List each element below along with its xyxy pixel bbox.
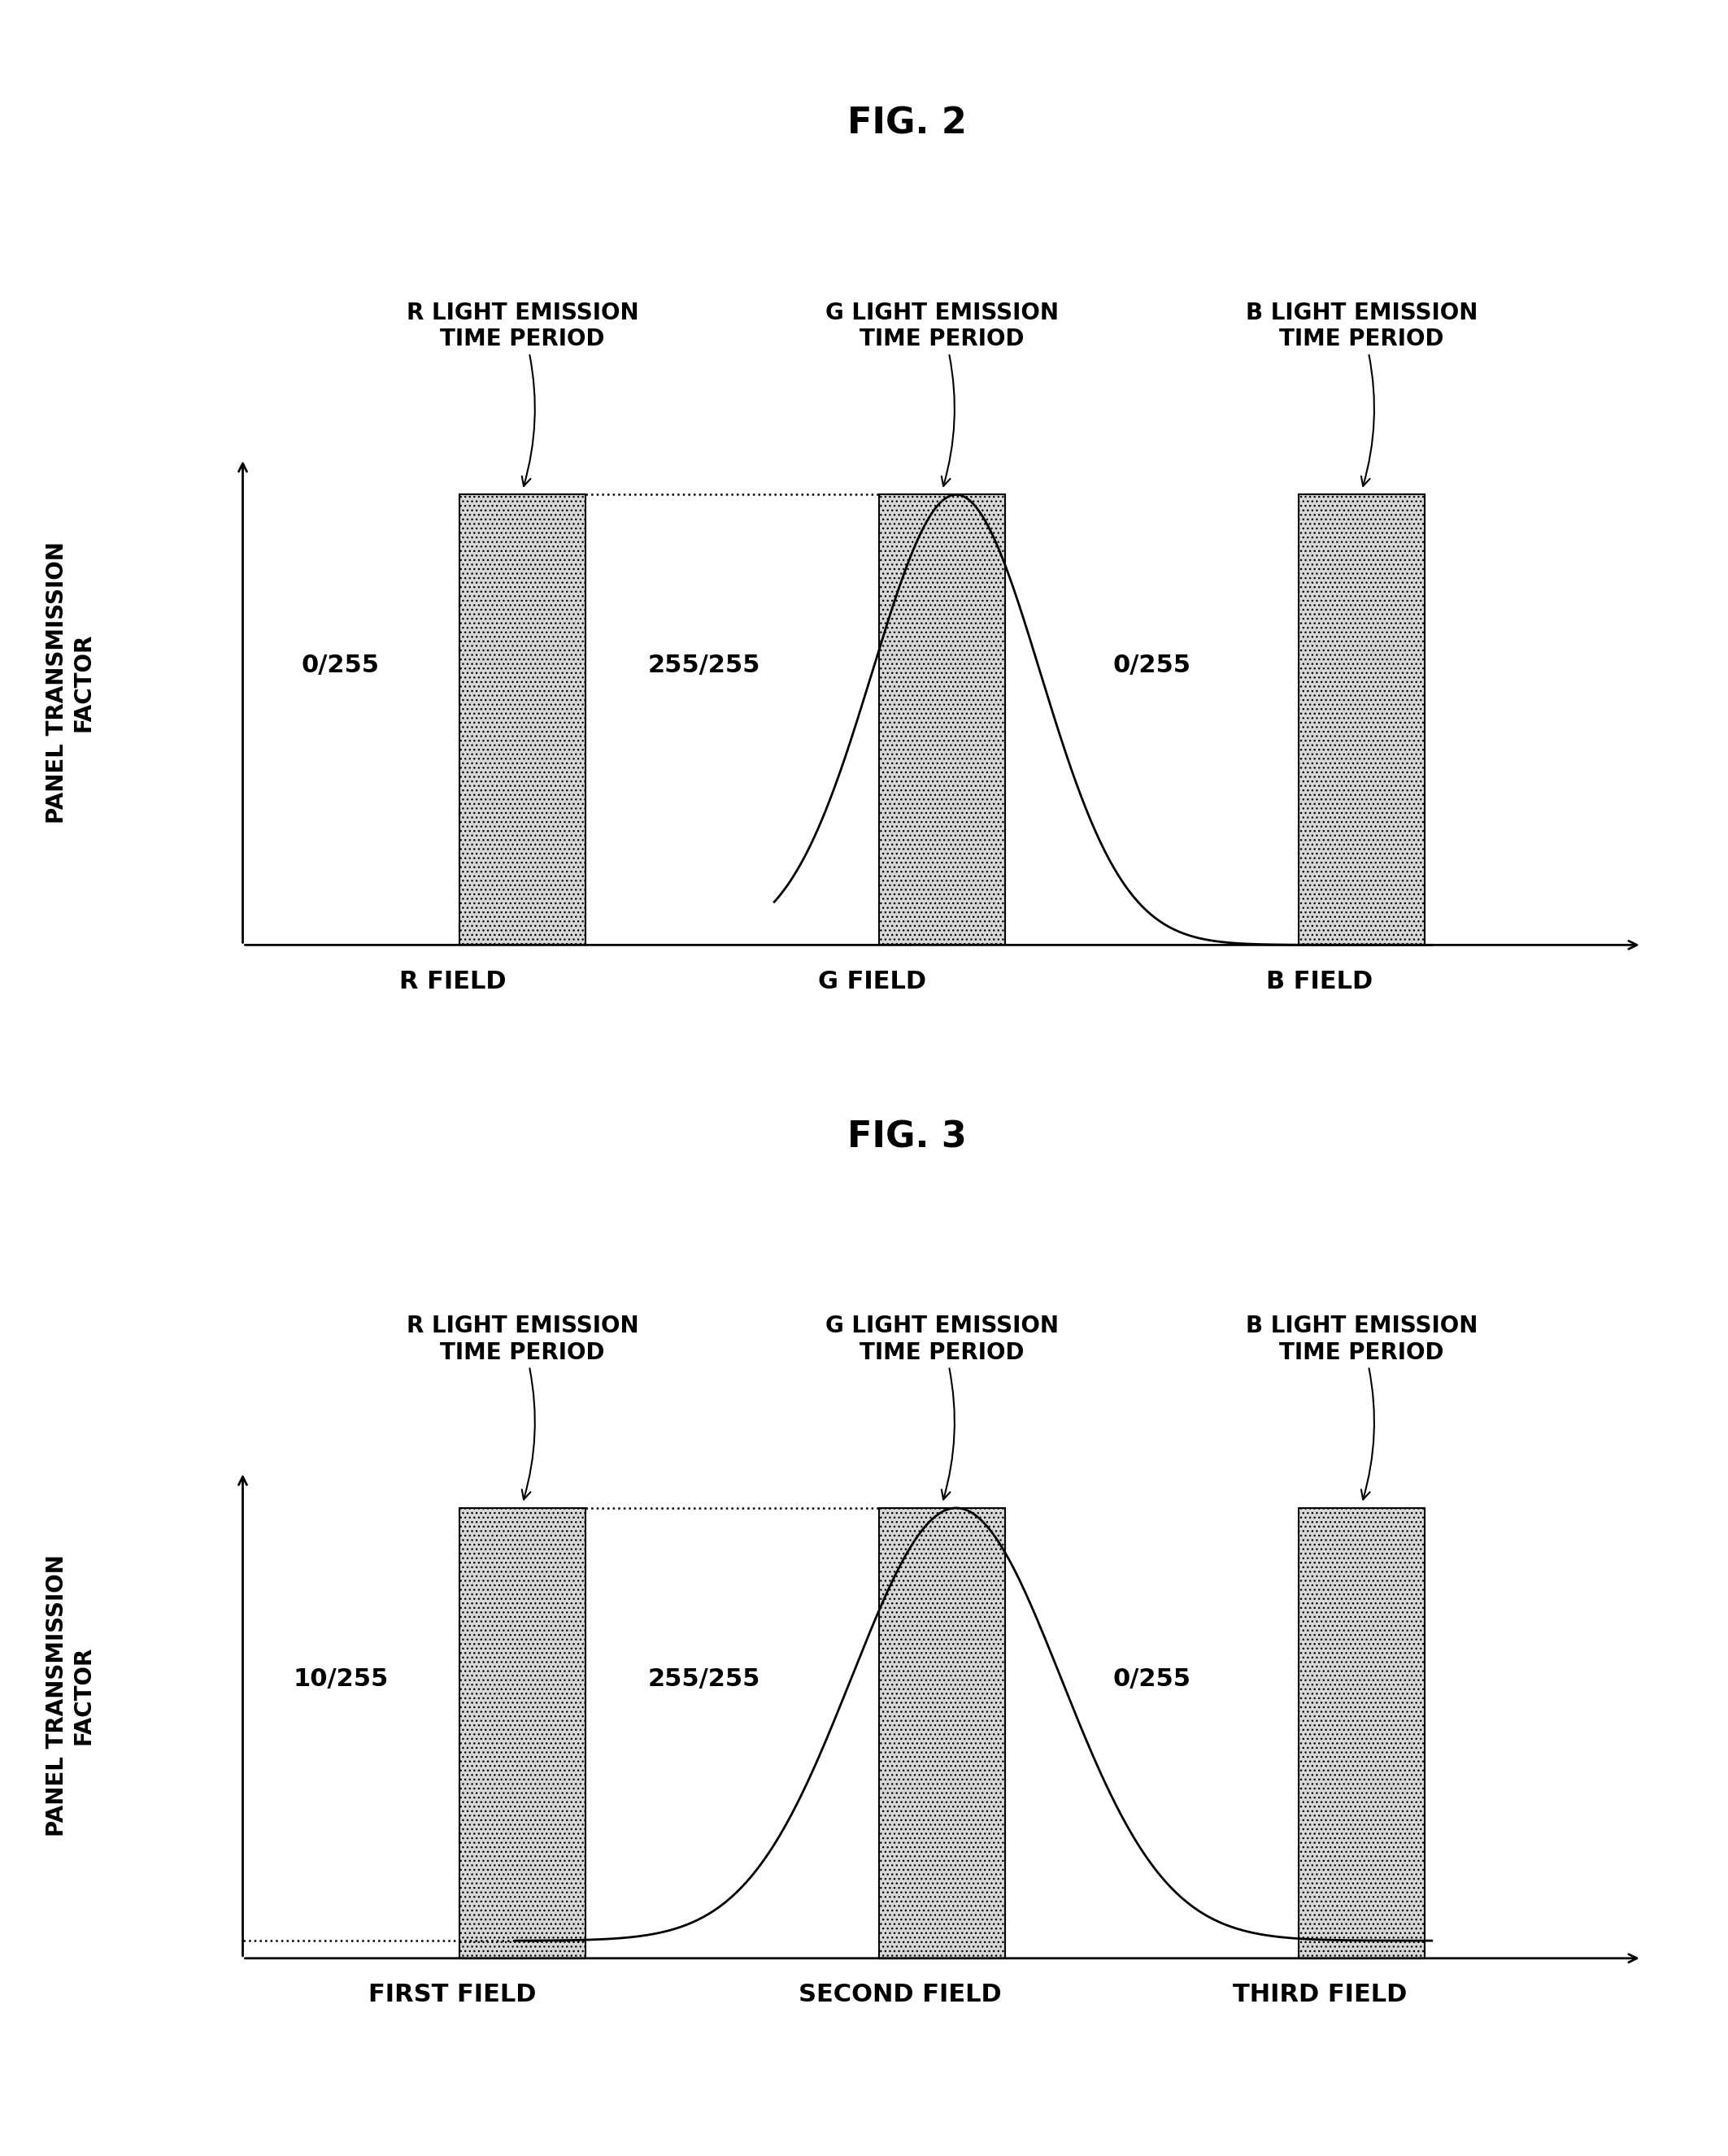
Bar [460, 1507, 586, 1958]
Text: G FIELD: G FIELD [817, 970, 926, 994]
Bar [880, 494, 1006, 944]
Text: FIG. 2: FIG. 2 [847, 106, 968, 142]
Text: PANEL TRANSMISSION
FACTOR: PANEL TRANSMISSION FACTOR [45, 1554, 95, 1837]
Text: B LIGHT EMISSION
TIME PERIOD: B LIGHT EMISSION TIME PERIOD [1246, 302, 1477, 485]
Text: B LIGHT EMISSION
TIME PERIOD: B LIGHT EMISSION TIME PERIOD [1246, 1315, 1477, 1498]
Text: FIRST FIELD: FIRST FIELD [368, 1984, 536, 2007]
Bar [460, 494, 586, 944]
Text: 255/255: 255/255 [648, 1667, 760, 1690]
Bar [1299, 1507, 1426, 1958]
Text: 0/255: 0/255 [302, 653, 380, 677]
Text: FIG. 3: FIG. 3 [847, 1119, 968, 1156]
Text: B FIELD: B FIELD [1267, 970, 1374, 994]
Bar [1299, 494, 1426, 944]
Text: R LIGHT EMISSION
TIME PERIOD: R LIGHT EMISSION TIME PERIOD [406, 302, 639, 485]
Bar [880, 1507, 1006, 1958]
Text: 255/255: 255/255 [648, 653, 760, 677]
Text: SECOND FIELD: SECOND FIELD [798, 1984, 1002, 2007]
Text: R FIELD: R FIELD [399, 970, 506, 994]
Text: 0/255: 0/255 [1113, 1667, 1191, 1690]
Text: 0/255: 0/255 [1113, 653, 1191, 677]
Text: R LIGHT EMISSION
TIME PERIOD: R LIGHT EMISSION TIME PERIOD [406, 1315, 639, 1498]
Text: G LIGHT EMISSION
TIME PERIOD: G LIGHT EMISSION TIME PERIOD [826, 1315, 1059, 1498]
Text: THIRD FIELD: THIRD FIELD [1232, 1984, 1407, 2007]
Text: PANEL TRANSMISSION
FACTOR: PANEL TRANSMISSION FACTOR [45, 541, 95, 824]
Text: G LIGHT EMISSION
TIME PERIOD: G LIGHT EMISSION TIME PERIOD [826, 302, 1059, 485]
Text: 10/255: 10/255 [294, 1667, 389, 1690]
